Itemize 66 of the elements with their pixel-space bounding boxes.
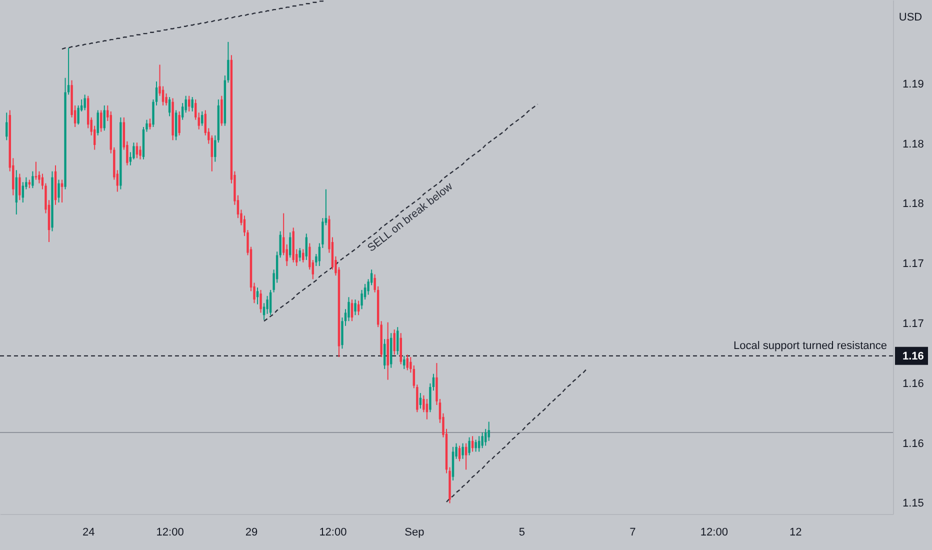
candlestick <box>481 432 484 449</box>
x-tick-label: 5 <box>518 526 526 538</box>
candlestick <box>32 170 34 189</box>
candlestick <box>58 179 60 203</box>
candlestick <box>96 110 99 136</box>
y-tick-label: 1.15 <box>902 498 924 510</box>
candlestick <box>103 104 106 132</box>
x-tick-label: 24 <box>82 526 95 538</box>
x-tick-label: 12 <box>790 526 802 538</box>
line-series <box>263 104 538 322</box>
candlestick <box>462 442 464 460</box>
candlestick <box>262 302 266 320</box>
y-tick-label: 1.16 <box>902 378 924 390</box>
y-tick-label: 1.18 <box>902 198 924 210</box>
candlestick <box>191 96 194 112</box>
candlestick <box>34 161 38 180</box>
line-series <box>446 368 588 503</box>
candlestick <box>201 110 204 126</box>
candlestick <box>403 355 406 370</box>
candlestick <box>354 299 356 316</box>
candlestick <box>220 95 223 126</box>
candlestick <box>194 98 197 120</box>
candlestick <box>289 232 292 258</box>
candlestick <box>174 110 178 141</box>
candlestick <box>474 439 477 452</box>
y-axis-title: USD <box>898 12 922 24</box>
candlestick <box>260 289 262 314</box>
candlestick <box>178 110 180 136</box>
y-tick-label: 1.16 <box>902 438 924 450</box>
candlestick <box>6 112 8 141</box>
x-tick-label: 7 <box>630 526 636 538</box>
candlestick <box>100 110 102 132</box>
candlestick <box>210 134 213 172</box>
candlestick <box>168 96 171 117</box>
y-tick-label: 1.17 <box>902 318 924 330</box>
candlestick <box>383 338 386 370</box>
candlestick <box>84 94 86 111</box>
candlestick <box>181 102 184 120</box>
candlestick <box>348 296 350 322</box>
candlestick <box>406 354 408 371</box>
candlestick <box>464 442 468 470</box>
candlestick <box>22 182 24 203</box>
x-tick-label: 29 <box>245 526 258 538</box>
candlestick <box>136 142 138 159</box>
y-tick-label: 1.19 <box>902 78 924 90</box>
x-tick-label: 12:00 <box>156 526 184 538</box>
x-tick-label: 12:00 <box>700 526 728 538</box>
candlestick <box>305 233 308 260</box>
x-tick-label: 12:00 <box>319 526 347 538</box>
candlestick <box>488 421 490 442</box>
y-tick-label: 1.16 <box>902 350 924 362</box>
y-tick-label: 1.17 <box>902 258 924 270</box>
candlestick <box>468 436 470 456</box>
ref-line-label: Local support turned resistance <box>734 340 887 352</box>
candlestick <box>400 332 402 365</box>
candlestick <box>458 445 461 462</box>
candlestick <box>198 112 200 130</box>
candlestick <box>484 428 487 446</box>
y-tick-label: 1.18 <box>902 138 924 150</box>
candlestick <box>396 326 399 356</box>
candlestick <box>350 299 354 322</box>
x-tick-label: Sep <box>404 526 424 538</box>
candlestick <box>393 328 396 356</box>
candlestick <box>139 146 142 160</box>
candlestick <box>18 173 21 201</box>
candlestick <box>256 287 259 305</box>
